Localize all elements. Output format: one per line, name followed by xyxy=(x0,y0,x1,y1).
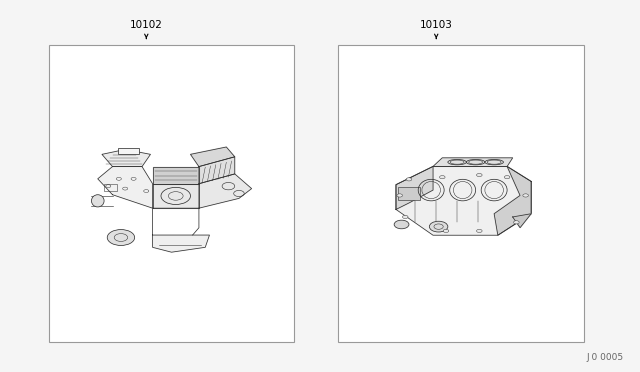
Circle shape xyxy=(440,176,445,179)
Polygon shape xyxy=(152,184,199,208)
Polygon shape xyxy=(513,214,531,228)
Bar xyxy=(49,45,294,341)
Polygon shape xyxy=(152,167,199,184)
Polygon shape xyxy=(396,166,433,209)
Circle shape xyxy=(429,221,448,232)
Circle shape xyxy=(477,173,482,177)
Ellipse shape xyxy=(92,195,104,207)
Circle shape xyxy=(394,220,409,229)
Circle shape xyxy=(513,221,519,224)
Polygon shape xyxy=(494,166,531,235)
Circle shape xyxy=(108,230,134,246)
Text: 10102: 10102 xyxy=(130,20,163,30)
Circle shape xyxy=(444,229,449,232)
Circle shape xyxy=(403,215,408,219)
Polygon shape xyxy=(396,166,531,235)
Bar xyxy=(398,187,420,200)
Circle shape xyxy=(504,176,510,179)
Bar xyxy=(338,45,584,341)
Polygon shape xyxy=(199,157,235,184)
Polygon shape xyxy=(433,158,513,166)
Bar xyxy=(118,148,139,154)
Circle shape xyxy=(397,194,403,197)
Polygon shape xyxy=(152,235,209,252)
Circle shape xyxy=(477,229,482,232)
Polygon shape xyxy=(191,147,235,167)
Bar xyxy=(104,184,116,191)
Text: 10103: 10103 xyxy=(420,20,452,30)
Circle shape xyxy=(523,194,529,197)
Circle shape xyxy=(406,178,412,181)
Polygon shape xyxy=(102,150,150,167)
Polygon shape xyxy=(98,167,152,208)
Text: J 0 0005: J 0 0005 xyxy=(586,353,623,362)
Polygon shape xyxy=(199,174,252,208)
